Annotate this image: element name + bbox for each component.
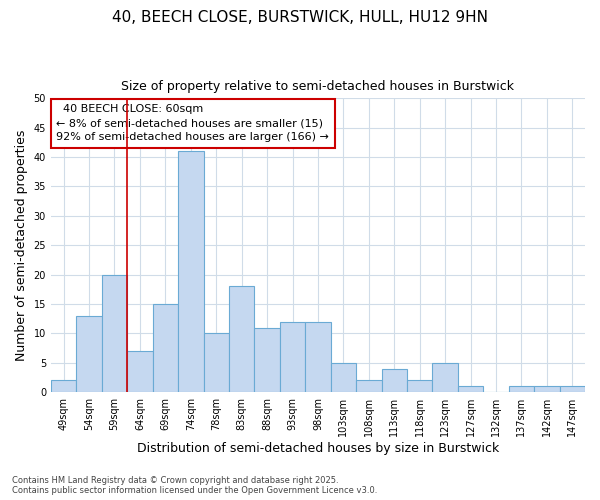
Bar	[382, 368, 407, 392]
Bar	[331, 363, 356, 392]
Bar	[407, 380, 433, 392]
Bar	[458, 386, 483, 392]
Bar	[127, 351, 152, 392]
Bar	[76, 316, 102, 392]
Bar	[305, 322, 331, 392]
Text: 40, BEECH CLOSE, BURSTWICK, HULL, HU12 9HN: 40, BEECH CLOSE, BURSTWICK, HULL, HU12 9…	[112, 10, 488, 25]
Bar	[152, 304, 178, 392]
Bar	[356, 380, 382, 392]
Bar	[51, 380, 76, 392]
Bar	[560, 386, 585, 392]
Text: Contains HM Land Registry data © Crown copyright and database right 2025.
Contai: Contains HM Land Registry data © Crown c…	[12, 476, 377, 495]
Y-axis label: Number of semi-detached properties: Number of semi-detached properties	[15, 130, 28, 361]
Bar	[509, 386, 534, 392]
Bar	[433, 363, 458, 392]
Bar	[280, 322, 305, 392]
Text: 40 BEECH CLOSE: 60sqm  
← 8% of semi-detached houses are smaller (15)
92% of sem: 40 BEECH CLOSE: 60sqm ← 8% of semi-detac…	[56, 104, 329, 142]
Bar	[534, 386, 560, 392]
X-axis label: Distribution of semi-detached houses by size in Burstwick: Distribution of semi-detached houses by …	[137, 442, 499, 455]
Bar	[203, 334, 229, 392]
Title: Size of property relative to semi-detached houses in Burstwick: Size of property relative to semi-detach…	[121, 80, 514, 93]
Bar	[254, 328, 280, 392]
Bar	[178, 151, 203, 392]
Bar	[229, 286, 254, 392]
Bar	[102, 274, 127, 392]
